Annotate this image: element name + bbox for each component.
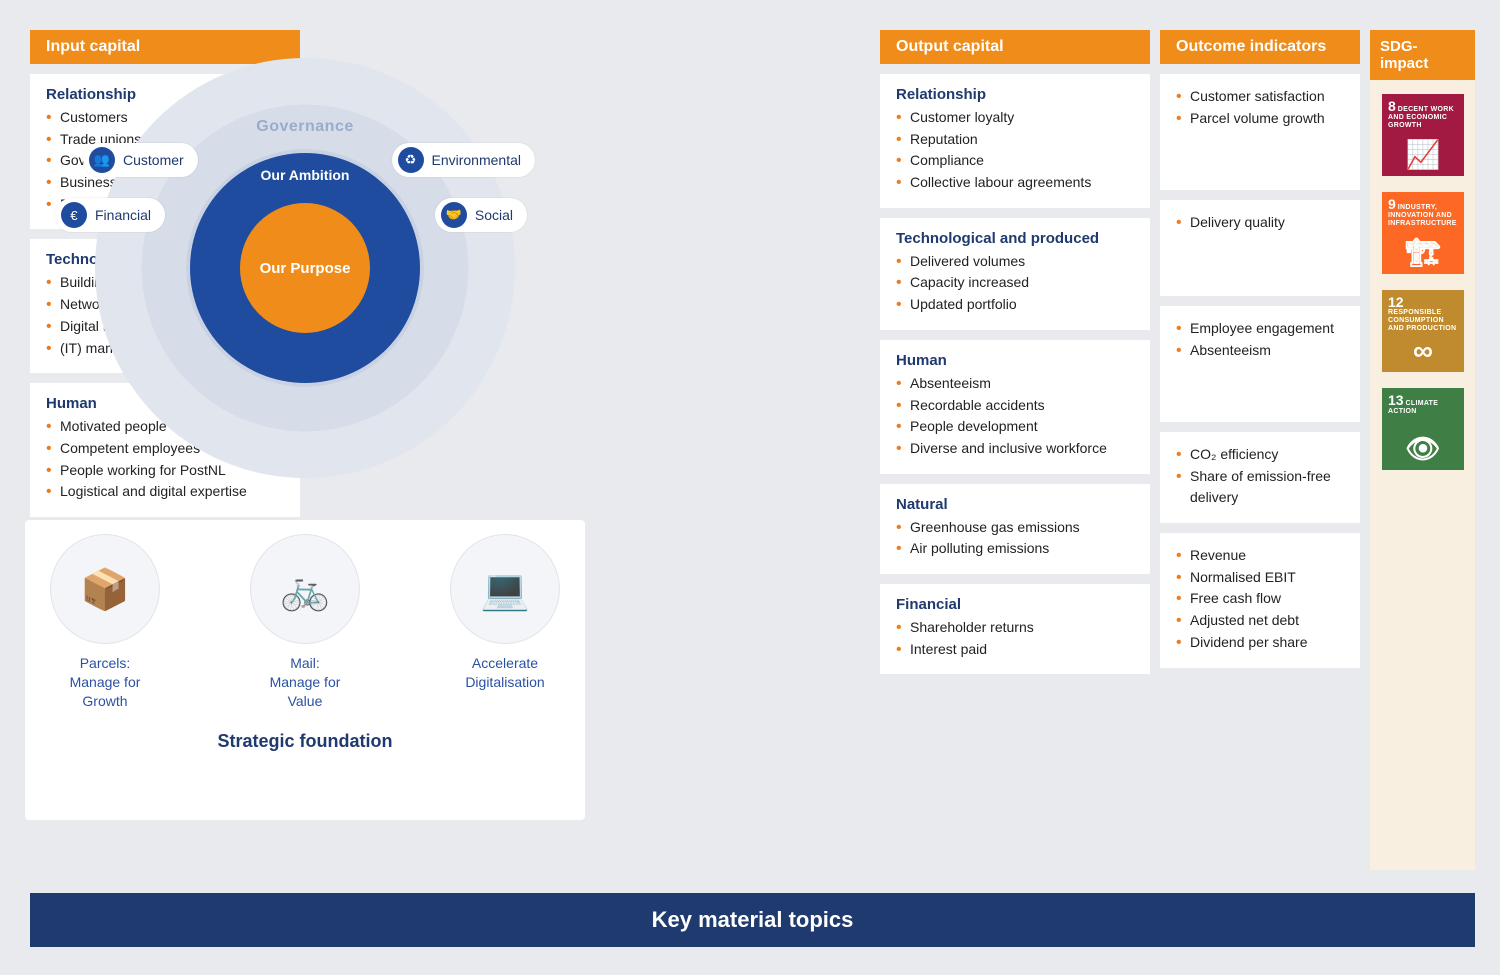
list-item: Reputation (896, 129, 1134, 151)
list-item: Absenteeism (1176, 340, 1344, 362)
outcome-relationship-card: Customer satisfaction Parcel volume grow… (1160, 74, 1360, 190)
people-icon: 👥 (89, 147, 115, 173)
list-item: Employee engagement (1176, 318, 1344, 340)
output-natural-card: Natural Greenhouse gas emissions Air pol… (880, 484, 1150, 574)
chip-label: Social (475, 207, 513, 223)
infinity-icon: ∞ (1413, 335, 1433, 367)
list-item: Adjusted net debt (1176, 610, 1344, 632)
output-human-card: Human Absenteeism Recordable accidents P… (880, 340, 1150, 474)
center-strategy-diagram: Governance Our strategy Our Ambition Our… (25, 30, 585, 880)
list-item: Interest paid (896, 639, 1134, 661)
list-item: Parcel volume growth (1176, 108, 1344, 130)
list-item: Capacity increased (896, 272, 1134, 294)
list-item: Collective labour agreements (896, 172, 1134, 194)
list-item: Diverse and inclusive workforce (896, 438, 1134, 460)
list-item: Dividend per share (1176, 632, 1344, 654)
sdg-9-tile: 9 INDUSTRY, INNOVATION AND INFRASTRUCTUR… (1382, 192, 1464, 274)
sf-item-digital: 💻 Accelerate Digitalisation (440, 534, 570, 711)
strategic-foundation-panel: 📦 Parcels: Manage for Growth 🚲 Mail: Man… (25, 520, 585, 820)
list-item: Recordable accidents (896, 395, 1134, 417)
handshake-icon: 🤝 (441, 202, 467, 228)
sf-item-mail: 🚲 Mail: Manage for Value (240, 534, 370, 711)
eye-icon: 👁 (1405, 432, 1441, 465)
list-item: Revenue (1176, 545, 1344, 567)
list-item: Shareholder returns (896, 617, 1134, 639)
output-financial-card: Financial Shareholder returns Interest p… (880, 584, 1150, 674)
outcome-tech-card: Delivery quality (1160, 200, 1360, 296)
parcels-icon: 📦 (50, 534, 160, 644)
sf-label: Mail: Manage for Value (270, 654, 341, 711)
list-item: Delivery quality (1176, 212, 1344, 234)
purpose-core: Our Purpose (240, 203, 370, 333)
sdg-list: 8 DECENT WORK AND ECONOMIC GROWTH 📈 9 IN… (1370, 80, 1475, 484)
outcome-indicators-column: Outcome indicators Customer satisfaction… (1160, 30, 1360, 668)
chip-label: Customer (123, 152, 184, 168)
list-item: CO₂ efficiency (1176, 444, 1344, 466)
outcome-human-card: Employee engagement Absenteeism (1160, 306, 1360, 422)
strategic-foundation-title: Strategic foundation (218, 731, 393, 752)
sf-label: Parcels: Manage for Growth (70, 654, 141, 711)
list-item: Normalised EBIT (1176, 567, 1344, 589)
list-item: Customer satisfaction (1176, 86, 1344, 108)
leaf-icon: ♻ (398, 147, 424, 173)
outcome-natural-card: CO₂ efficiency Share of emission-free de… (1160, 432, 1360, 523)
list-item: Air polluting emissions (896, 538, 1134, 560)
governance-label: Governance (256, 118, 353, 136)
card-title: Financial (896, 596, 1134, 613)
list-item: Absenteeism (896, 373, 1134, 395)
mail-icon: 🚲 (250, 534, 360, 644)
value-creation-diagram: Input capital Relationship Customers Tra… (0, 0, 1500, 975)
growth-icon: 📈 (1406, 138, 1441, 171)
output-capital-column: Output capital Relationship Customer loy… (880, 30, 1150, 674)
sdg-8-tile: 8 DECENT WORK AND ECONOMIC GROWTH 📈 (1382, 94, 1464, 176)
card-title: Relationship (896, 86, 1134, 103)
chip-customer: 👥 Customer (83, 143, 198, 177)
list-item: Updated portfolio (896, 294, 1134, 316)
list-item: Delivered volumes (896, 251, 1134, 273)
card-title: Human (896, 352, 1134, 369)
list-item: Greenhouse gas emissions (896, 517, 1134, 539)
card-title: Technological and produced (896, 230, 1134, 247)
sdg-impact-column: SDG-impact 8 DECENT WORK AND ECONOMIC GR… (1370, 30, 1475, 870)
sf-item-parcels: 📦 Parcels: Manage for Growth (40, 534, 170, 711)
key-material-topics-banner: Key material topics (30, 893, 1475, 947)
digital-icon: 💻 (450, 534, 560, 644)
sdg-13-tile: 13 CLIMATE ACTION 👁 (1382, 388, 1464, 470)
list-item: Share of emission-free delivery (1176, 466, 1344, 509)
chip-label: Environmental (432, 152, 522, 168)
sdg-header: SDG-impact (1370, 30, 1475, 80)
output-tech-card: Technological and produced Delivered vol… (880, 218, 1150, 330)
output-relationship-card: Relationship Customer loyalty Reputation… (880, 74, 1150, 208)
chip-label: Financial (95, 207, 151, 223)
sdg-12-tile: 12 RESPONSIBLE CONSUMPTION AND PRODUCTIO… (1382, 290, 1464, 372)
euro-icon: € (61, 202, 87, 228)
list-item: Free cash flow (1176, 588, 1344, 610)
chip-environmental: ♻ Environmental (392, 143, 536, 177)
chip-financial: € Financial (55, 198, 165, 232)
list-item: People development (896, 416, 1134, 438)
list-item: Customer loyalty (896, 107, 1134, 129)
output-header: Output capital (880, 30, 1150, 64)
card-title: Natural (896, 496, 1134, 513)
outcome-financial-card: Revenue Normalised EBIT Free cash flow A… (1160, 533, 1360, 667)
chip-social: 🤝 Social (435, 198, 527, 232)
list-item: Compliance (896, 150, 1134, 172)
outcome-header: Outcome indicators (1160, 30, 1360, 64)
sf-label: Accelerate Digitalisation (465, 654, 544, 692)
industry-icon: 🏗 (1405, 236, 1441, 269)
